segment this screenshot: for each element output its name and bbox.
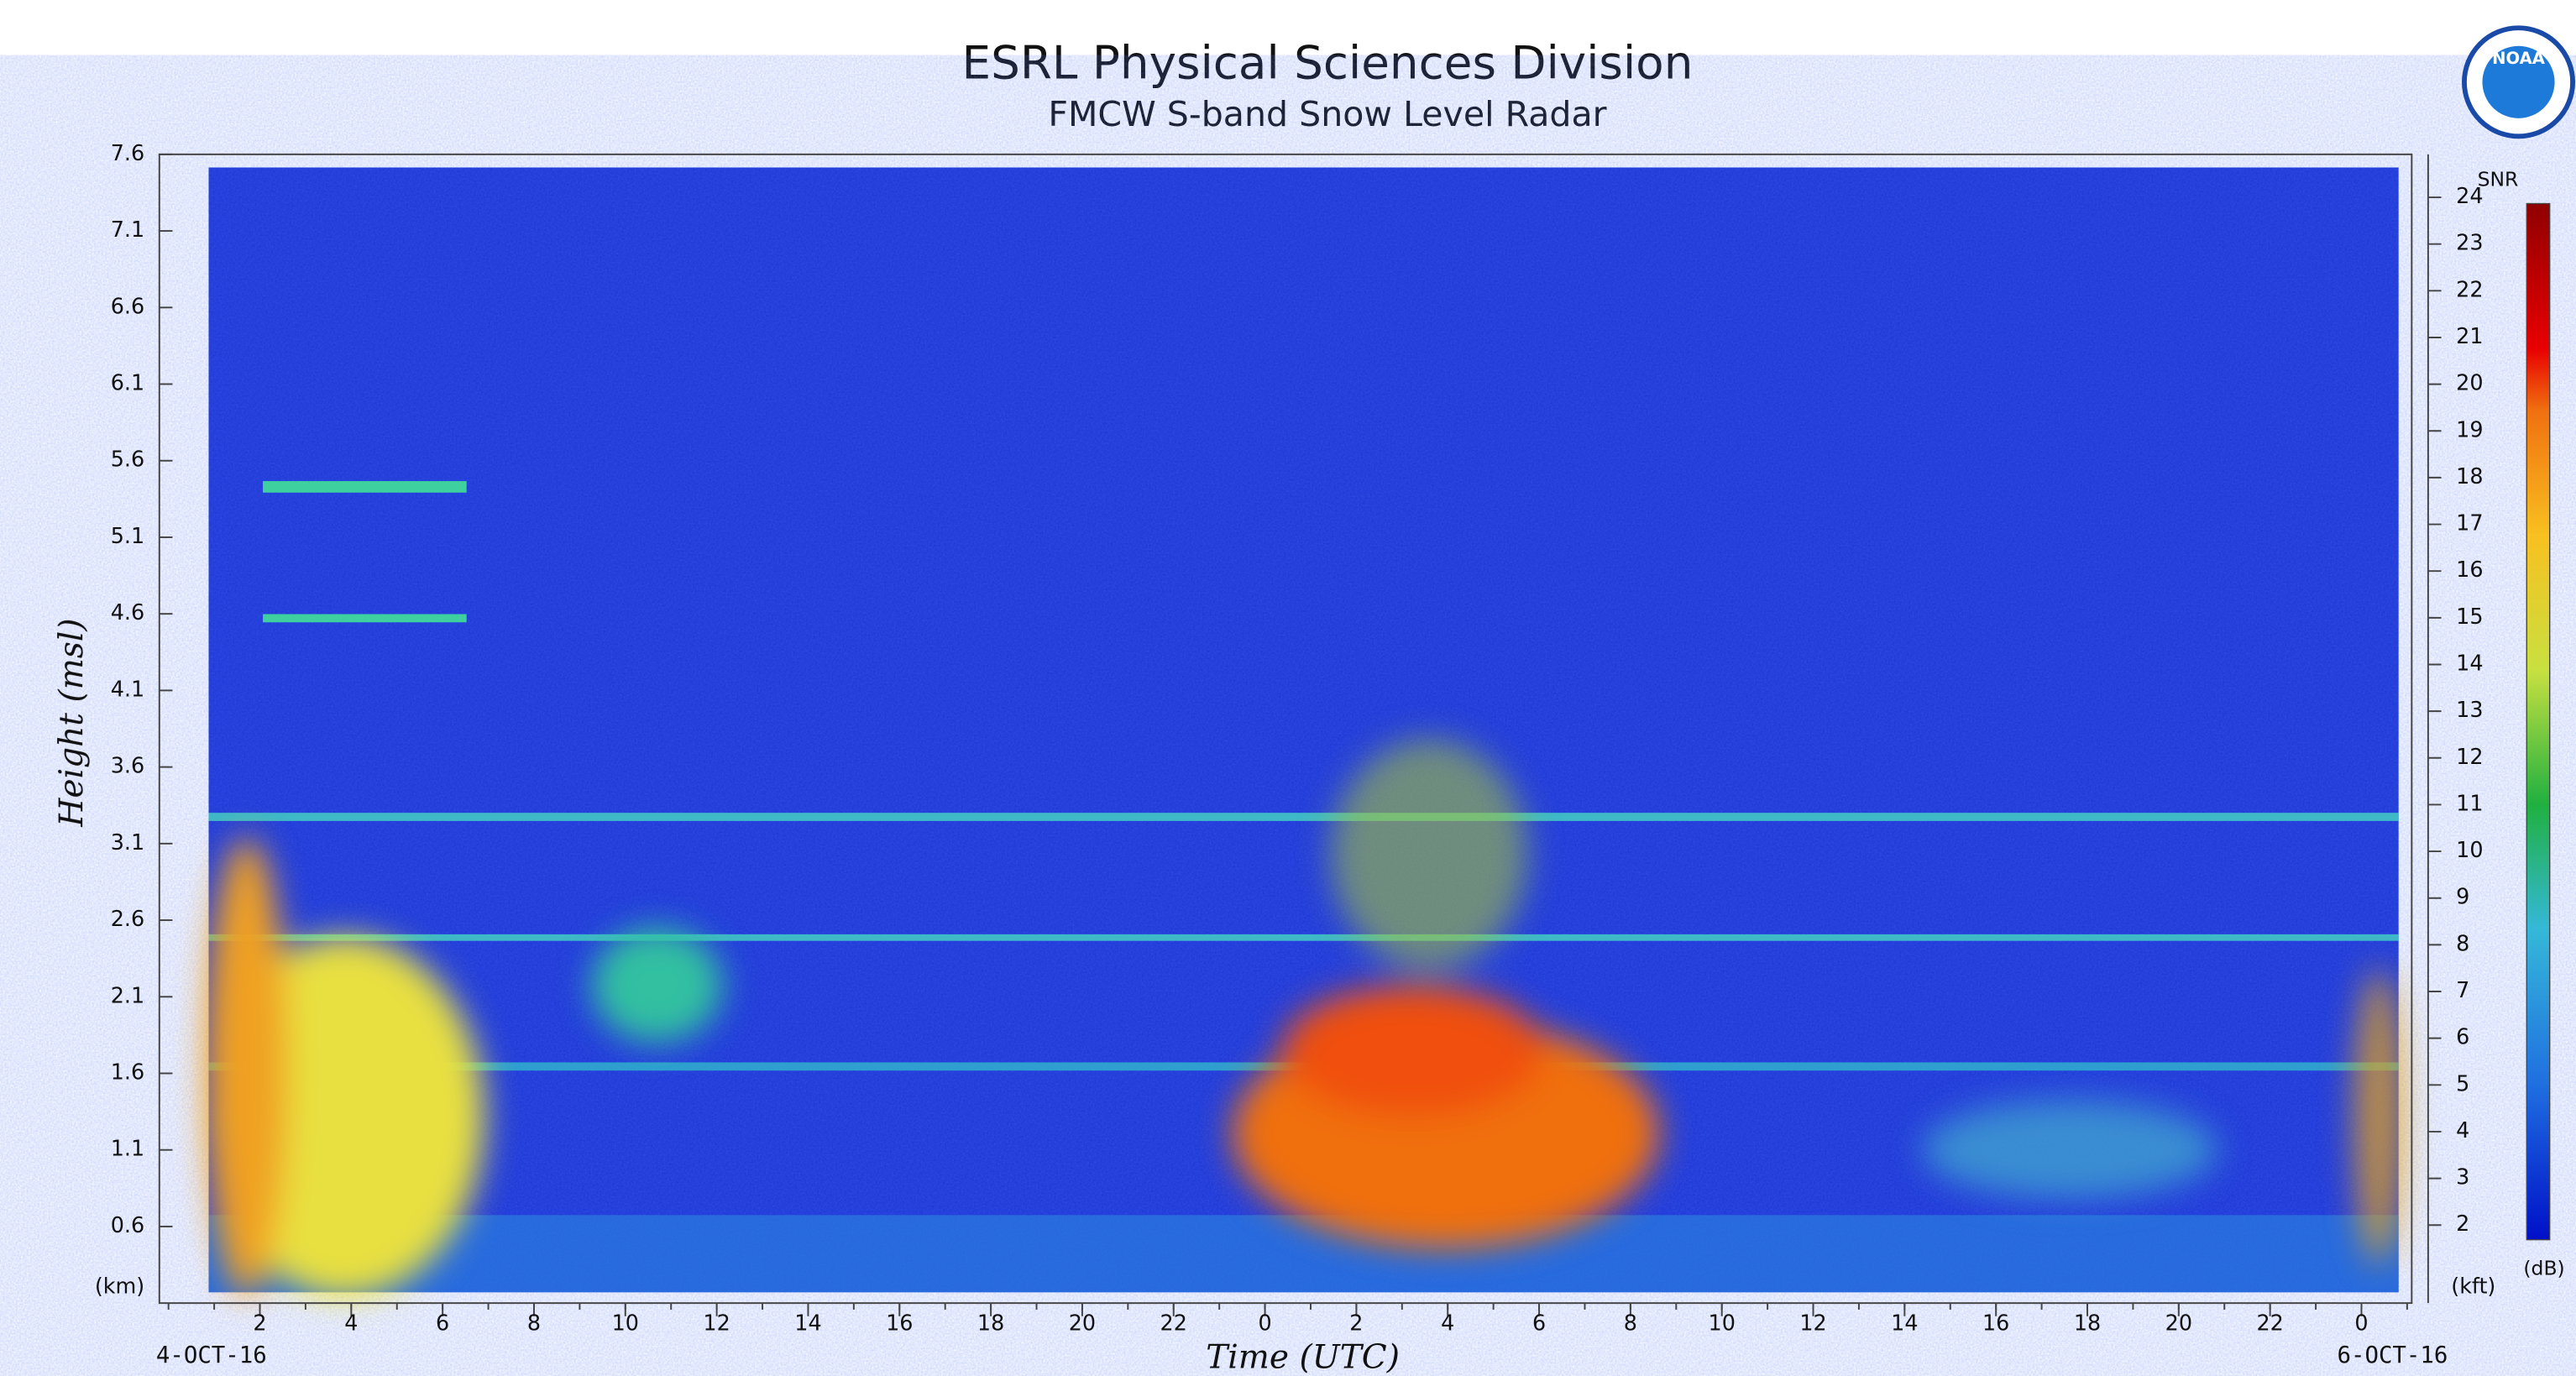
y-tick-label: 5.6 <box>111 447 144 472</box>
x-axis-label: Time (UTC) <box>1206 1338 1400 1376</box>
y2-tick-label: 5 <box>2456 1070 2469 1096</box>
start-date: 4-OCT-16 <box>156 1342 267 1368</box>
x-tick-label: 10 <box>612 1311 639 1336</box>
y2-tick-label: 10 <box>2456 837 2483 862</box>
x-tick-label: 8 <box>1624 1311 1637 1336</box>
logo: NOAA <box>2464 28 2573 136</box>
x-tick-label: 8 <box>527 1311 541 1336</box>
y-unit: (km) <box>95 1273 144 1298</box>
y2-tick-label: 23 <box>2456 230 2483 255</box>
x-tick-label: 6 <box>1532 1311 1546 1336</box>
y2-tick-label: 13 <box>2456 697 2483 722</box>
y2-tick-label: 3 <box>2456 1164 2469 1190</box>
x-tick-label: 12 <box>1799 1311 1826 1336</box>
chart-title: ESRL Physical Sciences Division <box>961 35 1693 89</box>
y2-tick-label: 9 <box>2456 884 2469 909</box>
y-axis-label: Height (msl) <box>53 618 91 827</box>
y2-tick-label: 16 <box>2456 557 2483 582</box>
y-tick-label: 4.6 <box>111 599 144 625</box>
y2-tick-label: 4 <box>2456 1117 2469 1143</box>
y2-tick-label: 6 <box>2456 1024 2469 1049</box>
x-tick-label: 22 <box>1160 1311 1187 1336</box>
chart: ESRL Physical Sciences Division FMCW S-b… <box>0 0 2576 1376</box>
y-tick-label: 6.1 <box>111 370 144 395</box>
chart-subtitle: FMCW S-band Snow Level Radar <box>1048 94 1606 134</box>
x-tick-label: 6 <box>436 1311 449 1336</box>
y-tick-label: 5.1 <box>111 523 144 548</box>
y2-tick-label: 22 <box>2456 276 2483 301</box>
y-tick-label: 6.6 <box>111 293 144 318</box>
y-tick-label: 0.6 <box>111 1212 144 1237</box>
x-tick-label: 14 <box>1891 1311 1918 1336</box>
y-tick-label: 3.6 <box>111 753 144 778</box>
x-tick-label: 0 <box>1258 1311 1271 1336</box>
logo-text: NOAA <box>2492 49 2546 68</box>
y-tick-label: 2.1 <box>111 982 144 1007</box>
y-tick-label: 1.6 <box>111 1059 144 1085</box>
colorbar-unit: (dB) <box>2523 1256 2564 1279</box>
x-tick-label: 22 <box>2256 1311 2283 1336</box>
y-tick-label: 7.1 <box>111 217 144 242</box>
y-tick-label: 7.6 <box>111 140 144 165</box>
y-tick-label: 2.6 <box>111 906 144 931</box>
x-tick-label: 12 <box>703 1311 730 1336</box>
y2-tick-label: 11 <box>2456 790 2483 815</box>
x-tick-label: 4 <box>1441 1311 1454 1336</box>
x-tick-label: 18 <box>2074 1311 2101 1336</box>
colorbar-label: SNR <box>2478 168 2519 191</box>
x-tick-label: 14 <box>794 1311 821 1336</box>
x-tick-label: 18 <box>977 1311 1004 1336</box>
x-tick-label: 2 <box>1349 1311 1363 1336</box>
x-tick-label: 10 <box>1709 1311 1736 1336</box>
x-tick-label: 16 <box>886 1311 913 1336</box>
y2-tick-label: 21 <box>2456 323 2483 348</box>
radar-field <box>206 167 2404 1297</box>
y-tick-label: 1.1 <box>111 1136 144 1161</box>
y2-tick-label: 12 <box>2456 744 2483 769</box>
x-tick-label: 4 <box>344 1311 358 1336</box>
y2-tick-label: 15 <box>2456 604 2483 629</box>
x-tick-label: 20 <box>1069 1311 1096 1336</box>
y2-tick-label: 14 <box>2456 650 2483 675</box>
y2-tick-label: 8 <box>2456 930 2469 955</box>
x-tick-label: 2 <box>253 1311 266 1336</box>
y2-tick-label: 17 <box>2456 510 2483 536</box>
colorbar <box>2526 204 2549 1240</box>
y2-tick-label: 7 <box>2456 977 2469 1002</box>
y2-tick-label: 2 <box>2456 1211 2469 1236</box>
x-tick-label: 0 <box>2354 1311 2368 1336</box>
y2-unit: (kft) <box>2451 1273 2495 1298</box>
y-tick-label: 4.1 <box>111 676 144 701</box>
y2-tick-label: 18 <box>2456 463 2483 489</box>
x-tick-label: 20 <box>2165 1311 2192 1336</box>
y2-tick-label: 20 <box>2456 370 2483 395</box>
end-date: 6-OCT-16 <box>2337 1342 2448 1368</box>
y-tick-label: 3.1 <box>111 829 144 855</box>
x-tick-label: 16 <box>1982 1311 2009 1336</box>
y2-tick-label: 24 <box>2456 183 2483 208</box>
y2-tick-label: 19 <box>2456 416 2483 442</box>
page: ESRL Physical Sciences Division FMCW S-b… <box>0 0 2576 1376</box>
